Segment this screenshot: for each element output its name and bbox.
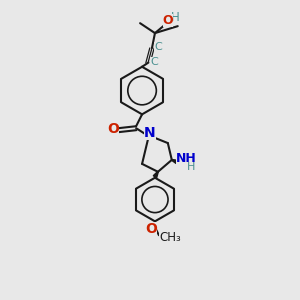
Text: NH: NH xyxy=(176,152,197,165)
Text: H: H xyxy=(170,11,179,24)
Text: H: H xyxy=(186,162,195,172)
Text: C: C xyxy=(150,57,158,67)
Text: N: N xyxy=(144,126,156,140)
Text: C: C xyxy=(154,42,162,52)
Text: O: O xyxy=(163,14,173,27)
Polygon shape xyxy=(153,172,158,178)
Polygon shape xyxy=(172,160,177,164)
Text: O: O xyxy=(107,122,119,136)
Text: CH₃: CH₃ xyxy=(159,231,181,244)
Text: O: O xyxy=(145,222,157,236)
